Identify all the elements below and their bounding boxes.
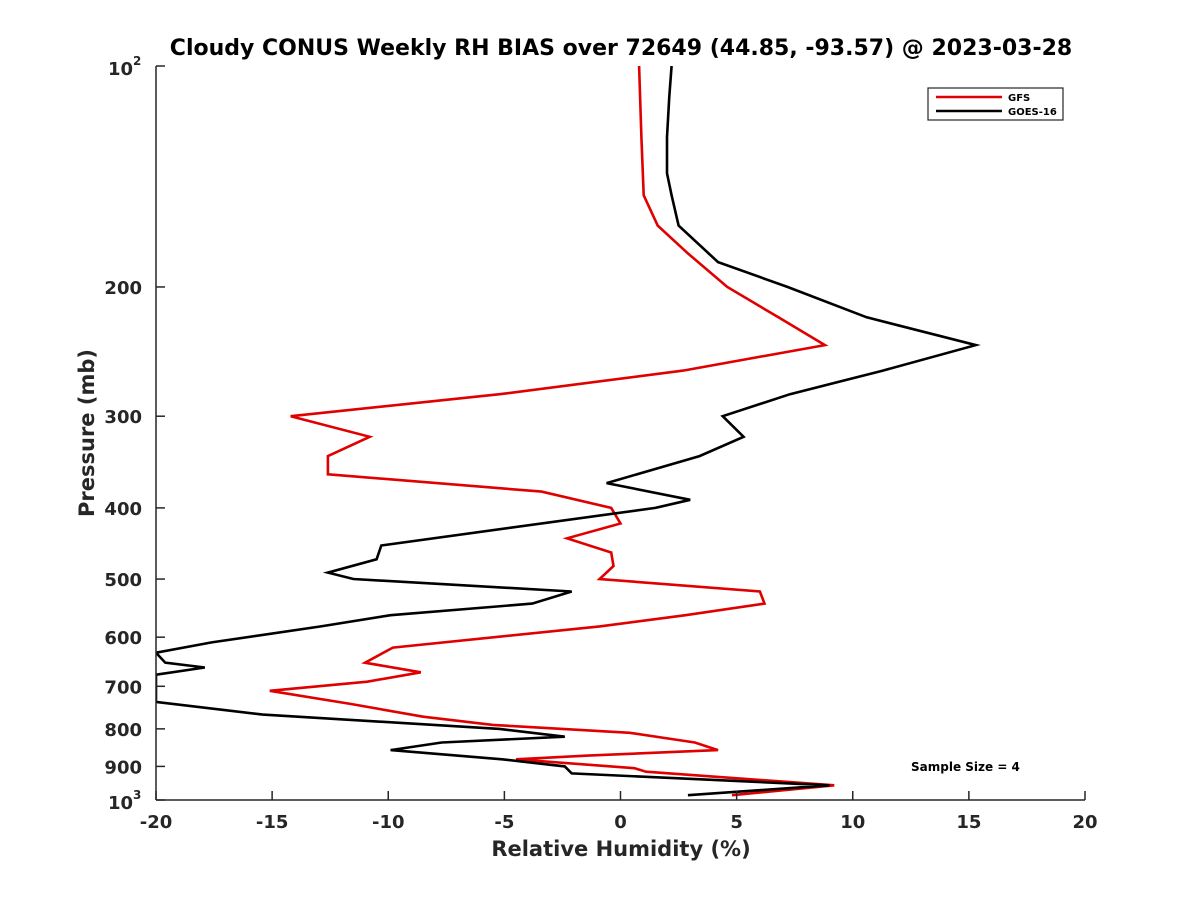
- legend-label-goes16: GOES-16: [1008, 107, 1057, 118]
- y-tick-label: 400: [104, 499, 142, 520]
- y-axis-label: Pressure (mb): [75, 349, 99, 517]
- y-tick-label: 700: [104, 677, 142, 698]
- series-layer: [156, 66, 981, 797]
- y-tick-label: 900: [104, 757, 142, 778]
- y-tick-label: 300: [104, 407, 142, 428]
- y-tick-exponent: 3: [133, 788, 141, 802]
- x-tick-label: 10: [840, 812, 865, 833]
- x-tick-label: 20: [1072, 812, 1097, 833]
- y-tick-label: 10: [108, 59, 133, 80]
- legend-box: [927, 87, 1064, 121]
- x-tick-label: 0: [614, 812, 627, 833]
- legend-label-gfs: GFS: [1008, 93, 1030, 104]
- y-tick-label: 600: [104, 628, 142, 649]
- y-tick-label: 800: [104, 720, 142, 741]
- legend: GFS GOES-16: [927, 87, 1064, 121]
- x-tick-label: -20: [140, 812, 173, 833]
- y-tick-label: 500: [104, 570, 142, 591]
- x-tick-label: 5: [730, 812, 743, 833]
- x-tick-label: -5: [494, 812, 514, 833]
- chart-title: Cloudy CONUS Weekly RH BIAS over 72649 (…: [170, 36, 1072, 61]
- y-tick-label: 10: [108, 793, 133, 814]
- x-tick-label: 15: [956, 812, 981, 833]
- sample-size-annotation: Sample Size = 4: [911, 760, 1020, 774]
- x-tick-label: -15: [256, 812, 289, 833]
- series-line-gfs: [269, 66, 835, 797]
- series-line-goes16: [156, 66, 981, 797]
- y-tick-label: 200: [104, 278, 142, 299]
- x-tick-label: -10: [372, 812, 405, 833]
- y-tick-exponent: 2: [133, 54, 141, 68]
- x-axis-label: Relative Humidity (%): [491, 837, 750, 861]
